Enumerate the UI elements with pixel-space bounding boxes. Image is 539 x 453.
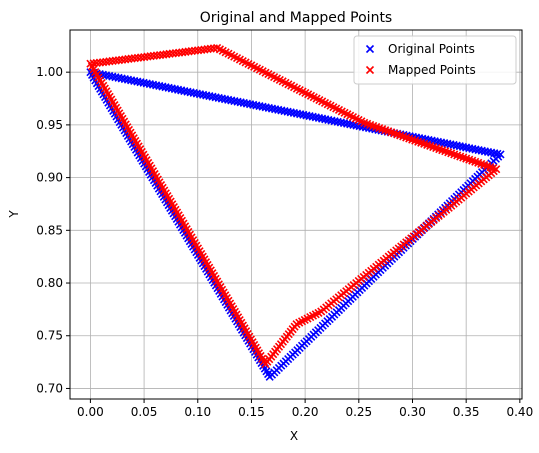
x-axis-label: X bbox=[290, 429, 298, 443]
y-tick-label: 0.95 bbox=[36, 118, 63, 132]
grid bbox=[70, 30, 522, 399]
ticks: 0.00 0.05 0.10 0.15 0.20 0.25 0.30 0.35 0.40 0.70… bbox=[36, 65, 533, 419]
x-tick-label: 0.00 bbox=[77, 405, 104, 419]
legend-marker bbox=[365, 44, 375, 54]
y-axis-label: Y bbox=[7, 210, 21, 219]
series-original-points bbox=[86, 68, 505, 381]
data-point bbox=[87, 62, 97, 71]
y-tick-label: 1.00 bbox=[36, 65, 63, 79]
y-tick-label: 0.70 bbox=[36, 381, 63, 395]
legend: Original Points Mapped Points bbox=[353, 35, 517, 85]
legend-box bbox=[353, 35, 517, 85]
x-tick-label: 0.30 bbox=[399, 405, 426, 419]
legend-label: Original Points bbox=[388, 42, 475, 56]
x-tick-label: 0.05 bbox=[131, 405, 158, 419]
series-layer bbox=[86, 43, 505, 381]
legend-label: Mapped Points bbox=[388, 63, 476, 77]
chart-title: Original and Mapped Points bbox=[200, 10, 392, 26]
x-tick-label: 0.25 bbox=[345, 405, 372, 419]
y-tick-label: 0.85 bbox=[36, 223, 63, 237]
x-tick-label: 0.35 bbox=[453, 405, 480, 419]
y-tick-label: 0.75 bbox=[36, 329, 63, 343]
x-tick-label: 0.40 bbox=[506, 405, 533, 419]
plot-frame bbox=[69, 29, 523, 400]
y-tick-label: 0.90 bbox=[36, 171, 63, 185]
x-tick-label: 0.15 bbox=[238, 405, 265, 419]
legend-marker bbox=[365, 65, 375, 75]
x-tick-label: 0.20 bbox=[292, 405, 319, 419]
x-tick-label: 0.10 bbox=[184, 405, 211, 419]
series-mapped-points bbox=[86, 43, 501, 369]
y-tick-label: 0.80 bbox=[36, 276, 63, 290]
